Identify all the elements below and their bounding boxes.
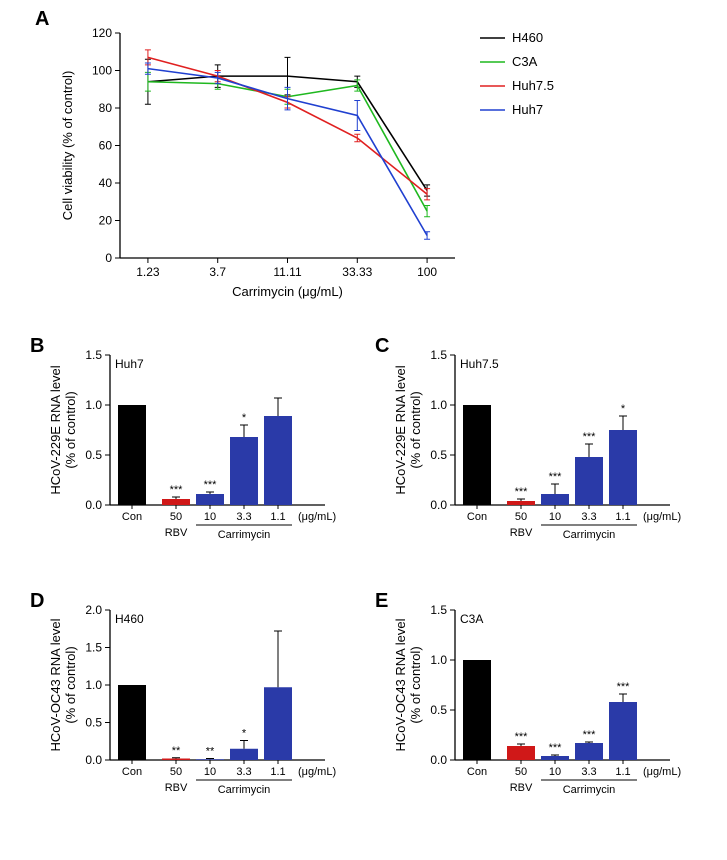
panel-e-chart: 0.0 0.5 1.0 1.5 HCoV-OC43 RNA level(% of con… — [375, 590, 705, 825]
svg-text:(% of control): (% of control) — [63, 391, 78, 468]
svg-text:Huh7.5: Huh7.5 — [512, 78, 554, 93]
svg-text:Con: Con — [467, 511, 487, 523]
svg-text:(μg/mL): (μg/mL) — [643, 766, 681, 778]
svg-text:1.5: 1.5 — [85, 641, 102, 655]
svg-text:Huh7: Huh7 — [115, 357, 144, 371]
svg-text:Cell viability (% of control): Cell viability (% of control) — [60, 71, 75, 221]
svg-text:Huh7: Huh7 — [512, 102, 543, 117]
svg-text:Carrimycin: Carrimycin — [218, 784, 271, 796]
svg-text:RBV: RBV — [510, 782, 533, 794]
panel-b-chart: 0.0 0.5 1.0 1.5 HCoV-229E RNA level(% of con… — [30, 335, 360, 570]
svg-text:Con: Con — [122, 766, 142, 778]
svg-text:11.11: 11.11 — [273, 265, 302, 279]
svg-text:3.3: 3.3 — [581, 766, 596, 778]
svg-text:***: *** — [583, 431, 597, 443]
svg-text:***: *** — [204, 479, 218, 491]
svg-text:50: 50 — [515, 511, 527, 523]
svg-text:100: 100 — [92, 64, 112, 78]
svg-text:1.0: 1.0 — [430, 398, 447, 412]
svg-text:***: *** — [617, 681, 631, 693]
svg-text:*: * — [242, 728, 247, 740]
svg-text:1.0: 1.0 — [85, 678, 102, 692]
panel-d-chart: 0.0 0.5 1.0 1.5 2.0 HCoV-OC43 RNA level(% of … — [30, 590, 360, 825]
svg-text:3.7: 3.7 — [209, 265, 226, 279]
svg-text:***: *** — [549, 471, 563, 483]
svg-text:(% of control): (% of control) — [63, 646, 78, 723]
svg-text:2.0: 2.0 — [85, 603, 102, 617]
svg-text:120: 120 — [92, 26, 112, 40]
svg-text:1.1: 1.1 — [615, 511, 630, 523]
svg-text:3.3: 3.3 — [581, 511, 596, 523]
svg-text:0.0: 0.0 — [85, 753, 102, 767]
svg-text:1.1: 1.1 — [615, 766, 630, 778]
svg-text:**: ** — [206, 746, 215, 758]
svg-text:100: 100 — [417, 265, 437, 279]
svg-text:Carrimycin: Carrimycin — [218, 529, 271, 541]
svg-text:***: *** — [583, 729, 597, 741]
svg-text:1.5: 1.5 — [85, 348, 102, 362]
svg-text:RBV: RBV — [165, 527, 188, 539]
svg-text:3.3: 3.3 — [236, 766, 251, 778]
svg-text:0.0: 0.0 — [430, 498, 447, 512]
svg-text:1.0: 1.0 — [430, 653, 447, 667]
svg-text:**: ** — [172, 745, 181, 757]
svg-text:0.5: 0.5 — [85, 448, 102, 462]
svg-text:50: 50 — [170, 766, 182, 778]
svg-text:HCoV-229E RNA level: HCoV-229E RNA level — [393, 365, 408, 494]
svg-text:80: 80 — [99, 101, 113, 115]
svg-text:***: *** — [515, 731, 529, 743]
svg-text:Con: Con — [122, 511, 142, 523]
svg-text:*: * — [621, 403, 626, 415]
svg-text:C3A: C3A — [460, 612, 483, 626]
svg-text:40: 40 — [99, 176, 113, 190]
svg-text:0.5: 0.5 — [430, 448, 447, 462]
panel-c-chart: 0.0 0.5 1.0 1.5 HCoV-229E RNA level(% of con… — [375, 335, 705, 570]
svg-text:(μg/mL): (μg/mL) — [643, 511, 681, 523]
svg-text:0.5: 0.5 — [430, 703, 447, 717]
svg-text:(% of control): (% of control) — [408, 391, 423, 468]
svg-text:60: 60 — [99, 139, 113, 153]
svg-text:1.5: 1.5 — [430, 603, 447, 617]
svg-text:Huh7.5: Huh7.5 — [460, 357, 499, 371]
svg-text:(μg/mL): (μg/mL) — [298, 511, 336, 523]
svg-text:(μg/mL): (μg/mL) — [298, 766, 336, 778]
svg-text:10: 10 — [204, 511, 216, 523]
svg-text:HCoV-229E RNA level: HCoV-229E RNA level — [48, 365, 63, 494]
panel-a-chart: 0 20 40 60 80 100 120 1.23 3.7 11.11 33.33 100 Carri… — [35, 8, 595, 308]
svg-text:RBV: RBV — [510, 527, 533, 539]
svg-text:HCoV-OC43 RNA level: HCoV-OC43 RNA level — [393, 618, 408, 751]
svg-text:1.1: 1.1 — [270, 766, 285, 778]
svg-text:33.33: 33.33 — [342, 265, 372, 279]
svg-text:C3A: C3A — [512, 54, 538, 69]
svg-text:10: 10 — [549, 766, 561, 778]
svg-text:10: 10 — [549, 511, 561, 523]
svg-text:Con: Con — [467, 766, 487, 778]
svg-text:0.5: 0.5 — [85, 716, 102, 730]
svg-text:***: *** — [170, 484, 184, 496]
svg-text:HCoV-OC43 RNA level: HCoV-OC43 RNA level — [48, 618, 63, 751]
svg-text:1.5: 1.5 — [430, 348, 447, 362]
svg-text:20: 20 — [99, 214, 113, 228]
svg-text:1.0: 1.0 — [85, 398, 102, 412]
svg-text:*: * — [242, 412, 247, 424]
svg-text:***: *** — [549, 742, 563, 754]
svg-text:H460: H460 — [115, 612, 144, 626]
svg-text:0: 0 — [105, 251, 112, 265]
svg-text:1.23: 1.23 — [136, 265, 160, 279]
svg-text:3.3: 3.3 — [236, 511, 251, 523]
svg-text:Carrimycin: Carrimycin — [563, 529, 616, 541]
svg-text:50: 50 — [170, 511, 182, 523]
svg-text:50: 50 — [515, 766, 527, 778]
svg-text:H460: H460 — [512, 30, 543, 45]
svg-text:0.0: 0.0 — [85, 498, 102, 512]
svg-text:Carrimycin: Carrimycin — [563, 784, 616, 796]
svg-text:1.1: 1.1 — [270, 511, 285, 523]
svg-text:10: 10 — [204, 766, 216, 778]
svg-text:Carrimycin (μg/mL): Carrimycin (μg/mL) — [232, 284, 343, 299]
svg-text:0.0: 0.0 — [430, 753, 447, 767]
svg-text:***: *** — [515, 486, 529, 498]
svg-text:RBV: RBV — [165, 782, 188, 794]
svg-text:(% of control): (% of control) — [408, 646, 423, 723]
